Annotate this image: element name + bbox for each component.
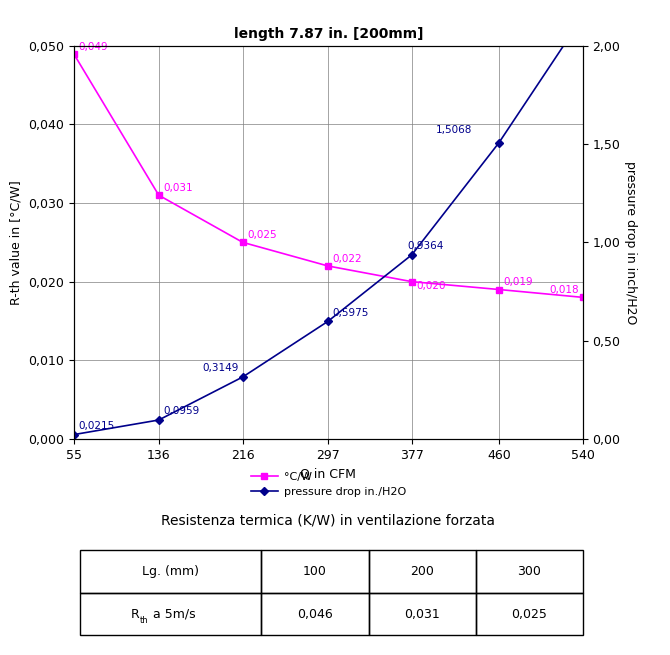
Text: th: th [139,616,148,625]
Y-axis label: R-th value in [°C/W]: R-th value in [°C/W] [9,180,22,305]
Text: 0,031: 0,031 [404,608,440,620]
Text: 0,0959: 0,0959 [163,406,199,416]
Text: 0,022: 0,022 [332,253,362,263]
Y-axis label: pressure drop in inch/H2O: pressure drop in inch/H2O [624,160,637,324]
Text: 0,3149: 0,3149 [202,363,239,373]
Text: 0,019: 0,019 [503,277,533,287]
Text: 0,9364: 0,9364 [407,241,444,251]
Text: Lg. (mm): Lg. (mm) [142,565,200,578]
Legend: °C/W, pressure drop in./H2O: °C/W, pressure drop in./H2O [246,467,411,502]
Text: 200: 200 [410,565,434,578]
Text: Resistenza termica (K/W) in ventilazione forzata: Resistenza termica (K/W) in ventilazione… [161,514,495,528]
Title: length 7.87 in. [200mm]: length 7.87 in. [200mm] [234,26,423,41]
Text: 2,1487: 2,1487 [0,654,1,655]
Text: 0,025: 0,025 [511,608,547,620]
Text: 1,5068: 1,5068 [436,125,472,135]
Text: R: R [131,608,139,620]
Text: 0,046: 0,046 [297,608,333,620]
Text: a 5m/s: a 5m/s [149,608,196,620]
Text: 0,5975: 0,5975 [332,307,368,318]
Text: 300: 300 [517,565,541,578]
X-axis label: Q in CFM: Q in CFM [300,467,356,480]
Text: 0,018: 0,018 [549,285,579,295]
Text: 0,031: 0,031 [163,183,192,193]
Text: 0,0215: 0,0215 [78,421,114,431]
Text: 0,025: 0,025 [247,230,277,240]
Text: 0,049: 0,049 [78,42,107,52]
Text: 100: 100 [303,565,327,578]
Text: 0,020: 0,020 [416,281,446,291]
